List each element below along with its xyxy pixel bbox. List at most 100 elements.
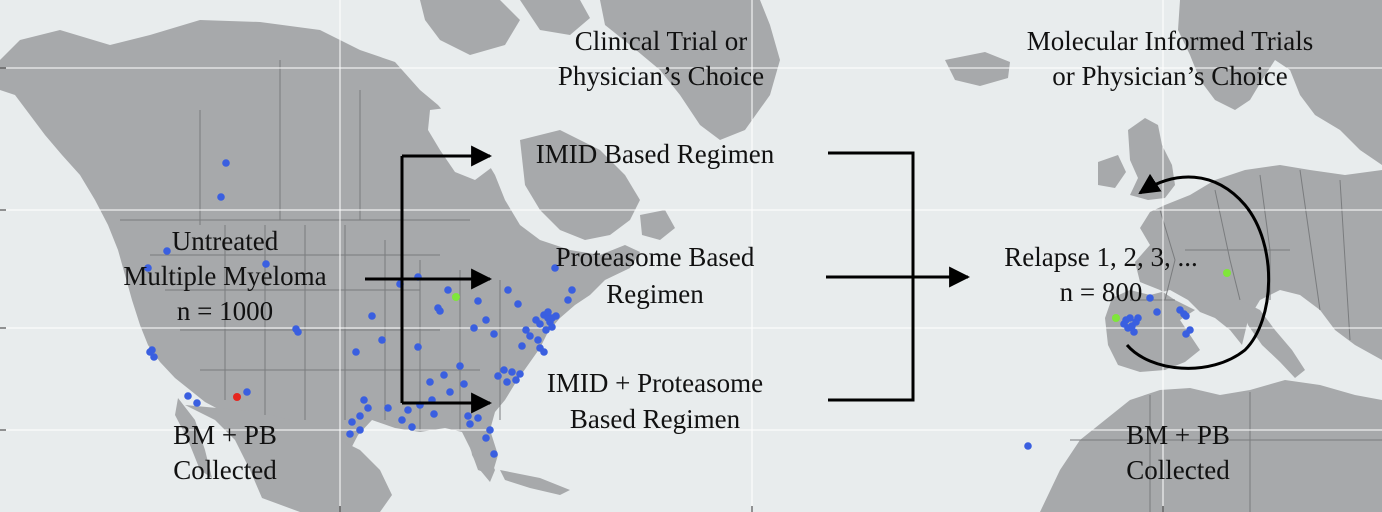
site-marker-dot-icon [430,410,438,418]
site-marker-dot-icon [356,412,364,420]
site-marker-dot-icon [1112,314,1120,322]
site-marker-dot-icon [544,308,552,316]
bm-pb-right-label: Collected [1126,455,1230,485]
site-marker-dot-icon [1024,442,1032,450]
site-marker-dot-icon [436,307,444,315]
site-marker-dot-icon [486,426,494,434]
proteasome-regimen-label: Proteasome Based [556,242,755,272]
site-marker-dot-icon [222,159,230,167]
site-marker-dot-icon [494,372,502,380]
site-marker-dot-icon [482,434,490,442]
site-marker-dot-icon [184,392,192,400]
relapse-label: Relapse 1, 2, 3, ... [1004,242,1197,272]
site-marker-dot-icon [490,450,498,458]
site-marker-dot-icon [500,366,508,374]
site-marker-dot-icon [466,420,474,428]
site-marker-dot-icon [404,406,412,414]
site-marker-dot-icon [551,264,559,272]
site-marker-dot-icon [444,286,452,294]
site-marker-dot-icon [482,316,490,324]
untreated-label: Untreated [172,226,279,256]
proteasome-regimen-label: Regimen [606,279,704,309]
site-marker-dot-icon [446,388,454,396]
site-marker-dot-icon [217,193,225,201]
site-marker-dot-icon [542,326,550,334]
site-marker-dot-icon [564,296,572,304]
site-marker-dot-icon [352,348,360,356]
collection-sites [144,159,1231,458]
site-marker-dot-icon [364,404,372,412]
site-marker-dot-icon [440,371,448,379]
site-marker-dot-icon [346,430,354,438]
site-marker-dot-icon [1146,294,1154,302]
site-marker-dot-icon [504,286,512,294]
flow-arrows [365,145,1271,414]
site-marker-dot-icon [474,297,482,305]
site-marker-dot-icon [144,264,152,272]
site-marker-dot-icon [470,324,478,332]
site-marker-dot-icon [1182,330,1190,338]
combo-regimen-label: Based Regimen [570,404,741,434]
site-marker-dot-icon [474,414,482,422]
site-marker-dot-icon [368,312,376,320]
relapse-count: n = 800 [1060,277,1143,307]
site-marker-dot-icon [356,426,364,434]
clinical-trial-label: Physician’s Choice [558,61,764,91]
circular-arrow-icon [1125,173,1271,370]
imid-regimen-label: IMID Based Regimen [536,139,775,169]
site-marker-dot-icon [552,312,560,320]
site-marker-dot-icon [294,328,302,336]
site-marker-dot-icon [426,378,434,386]
site-marker-dot-icon [408,423,416,431]
site-marker-dot-icon [1223,269,1231,277]
diagram-labels: Untreated Multiple Myeloma n = 1000 BM +… [123,26,1313,485]
site-marker-dot-icon [522,326,530,334]
site-marker-dot-icon [548,323,556,331]
site-marker-dot-icon [516,370,524,378]
site-marker-dot-icon [456,362,464,370]
site-marker-dot-icon [526,332,534,340]
site-marker-dot-icon [514,300,522,308]
axis-ticks [0,67,1164,512]
untreated-count: n = 1000 [177,296,273,326]
site-marker-dot-icon [1130,328,1138,336]
site-marker-dot-icon [348,418,356,426]
site-marker-dot-icon [398,416,406,424]
site-marker-dot-icon [384,404,392,412]
site-marker-dot-icon [1120,320,1128,328]
site-marker-dot-icon [1134,314,1142,322]
site-marker-dot-icon [508,368,516,376]
site-marker-dot-icon [1182,312,1190,320]
site-marker-dot-icon [503,378,511,386]
europe-africa-landmass [945,0,1382,512]
site-marker-dot-icon [460,380,468,388]
site-marker-dot-icon [360,396,368,404]
map-borders [120,60,1382,512]
site-marker-dot-icon [233,393,241,401]
site-marker-dot-icon [193,399,201,407]
site-marker-dot-icon [262,260,270,268]
clinical-trial-label: Clinical Trial or [575,26,748,56]
site-marker-dot-icon [163,247,171,255]
site-marker-dot-icon [512,376,520,384]
site-marker-dot-icon [490,330,498,338]
molecular-trials-label: or Physician’s Choice [1052,61,1287,91]
untreated-label: Multiple Myeloma [123,261,326,291]
site-marker-dot-icon [378,336,386,344]
site-marker-dot-icon [452,293,460,301]
site-marker-dot-icon [1153,308,1161,316]
site-marker-dot-icon [414,343,422,351]
site-marker-dot-icon [518,342,526,350]
site-marker-dot-icon [536,320,544,328]
molecular-trials-label: Molecular Informed Trials [1027,26,1313,56]
site-marker-dot-icon [540,348,548,356]
bm-pb-left-label: BM + PB [173,420,277,450]
site-marker-dot-icon [243,388,251,396]
site-marker-dot-icon [568,286,576,294]
bm-pb-right-label: BM + PB [1126,420,1230,450]
site-marker-dot-icon [146,348,154,356]
bm-pb-left-label: Collected [173,455,277,485]
combo-regimen-label: IMID + Proteasome [547,368,763,398]
site-marker-dot-icon [534,336,542,344]
